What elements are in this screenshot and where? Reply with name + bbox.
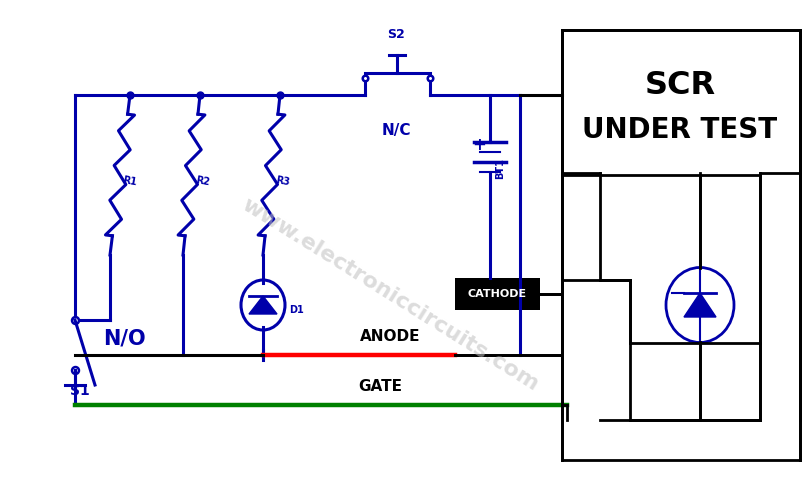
Text: ANODE: ANODE <box>360 329 420 344</box>
Text: N/O: N/O <box>103 329 146 349</box>
Bar <box>455 278 540 310</box>
Text: UNDER TEST: UNDER TEST <box>582 116 778 144</box>
Text: R3: R3 <box>275 174 291 187</box>
Text: R2: R2 <box>195 174 211 187</box>
Text: SCR: SCR <box>645 69 715 101</box>
Text: CATHODE: CATHODE <box>467 289 526 299</box>
Text: S2: S2 <box>387 28 405 41</box>
Polygon shape <box>684 293 716 317</box>
Text: BT1: BT1 <box>495 158 505 179</box>
Text: N/C: N/C <box>382 123 411 138</box>
Text: S1: S1 <box>70 384 90 398</box>
Text: R1: R1 <box>122 174 138 187</box>
Text: www.electroniccircuits.com: www.electroniccircuits.com <box>238 195 542 395</box>
Text: GATE: GATE <box>358 379 402 394</box>
Text: +: + <box>472 136 486 154</box>
Text: D1: D1 <box>289 305 304 315</box>
Polygon shape <box>249 296 277 314</box>
